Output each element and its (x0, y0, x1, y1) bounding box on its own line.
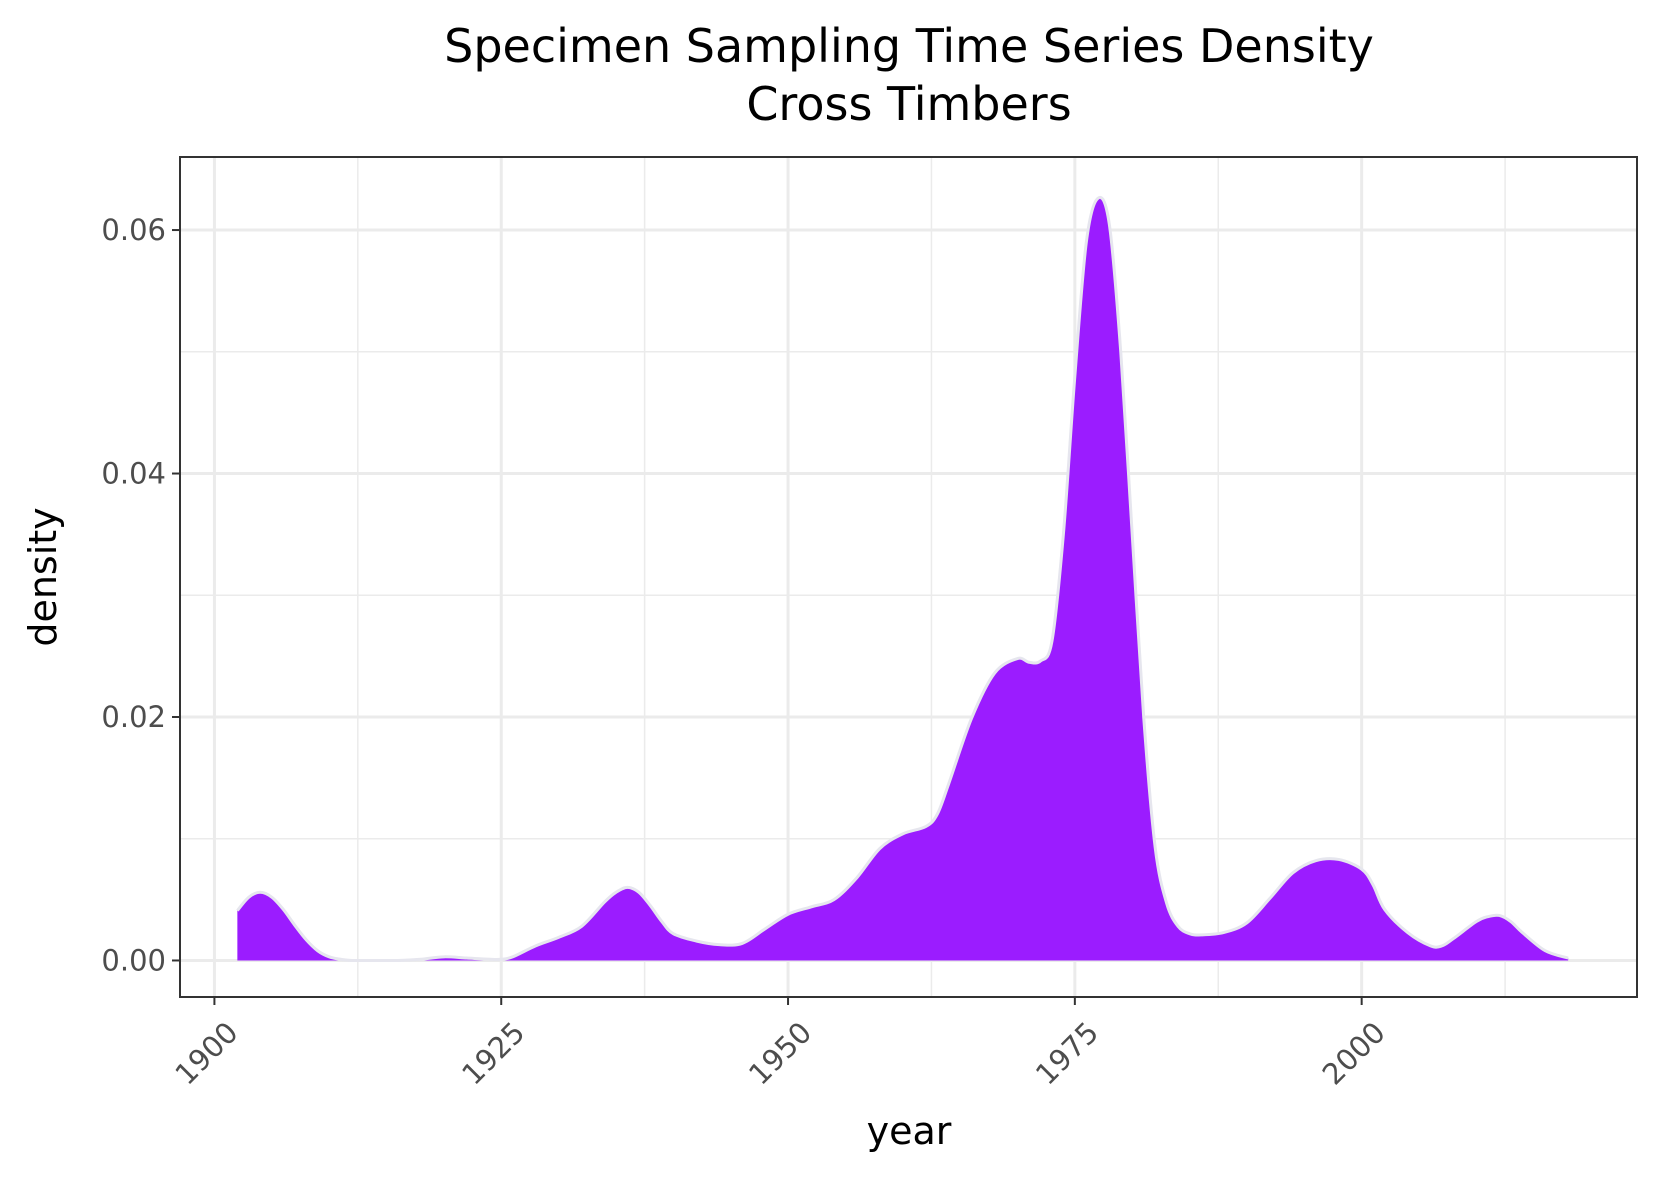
x-tick-label: 1975 (1029, 1015, 1105, 1091)
density-layer (236, 196, 1569, 963)
density-outline (236, 196, 1569, 963)
x-axis-title: year (867, 1109, 952, 1153)
y-tick-label: 0.04 (101, 457, 166, 491)
density-area (237, 197, 1569, 961)
x-axis-ticks: 1900 1925 1950 1975 2000 (168, 997, 1392, 1091)
x-tick-label: 1925 (455, 1015, 531, 1091)
y-tick-label: 0.06 (101, 213, 166, 247)
y-tick-label: 0.00 (101, 943, 166, 977)
panel-border (179, 156, 1638, 998)
y-axis-ticks: 0.00 0.02 0.04 0.06 (101, 213, 180, 977)
y-axis-title: density (21, 507, 65, 646)
chart-title: Specimen Sampling Time Series Density (444, 19, 1374, 73)
x-tick-label: 1900 (168, 1015, 244, 1091)
x-tick-label: 2000 (1316, 1015, 1392, 1091)
chart-subtitle: Cross Timbers (746, 77, 1071, 131)
y-tick-label: 0.02 (101, 700, 166, 734)
x-tick-label: 1950 (742, 1015, 818, 1091)
